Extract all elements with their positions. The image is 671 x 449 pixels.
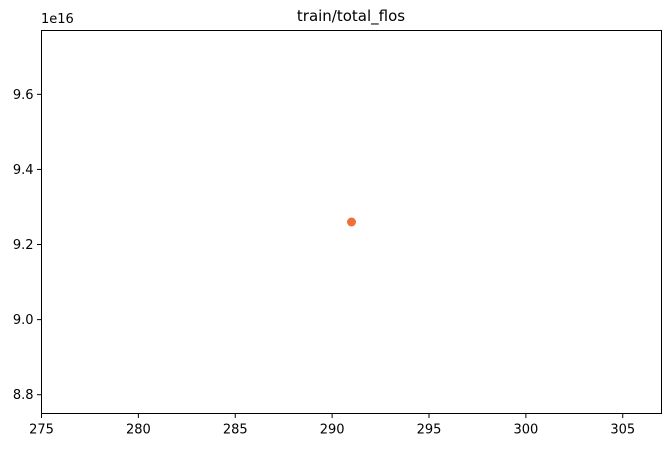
x-tick-label: 300 (513, 423, 538, 438)
y-tick-label: 9.0 (13, 313, 34, 328)
y-axis: 8.8 9.0 9.2 9.4 9.6 (13, 88, 42, 403)
x-axis: 275 280 285 290 295 300 305 (29, 413, 635, 438)
x-tick-label: 290 (320, 423, 345, 438)
x-tick-label: 280 (126, 423, 151, 438)
y-tick-label: 9.2 (13, 238, 34, 253)
y-tick-label: 9.6 (13, 88, 34, 103)
x-tick-label: 295 (417, 423, 442, 438)
x-tick-label: 285 (223, 423, 248, 438)
axes-frame (41, 30, 662, 414)
plot-area (347, 217, 356, 227)
x-tick-label: 305 (610, 423, 635, 438)
y-tick-label: 9.4 (13, 163, 34, 178)
x-tick-label: 275 (29, 423, 54, 438)
y-offset-label: 1e16 (41, 12, 74, 27)
chart-title: train/total_flos (297, 7, 405, 26)
data-point (347, 217, 356, 227)
y-tick-label: 8.8 (13, 388, 34, 403)
